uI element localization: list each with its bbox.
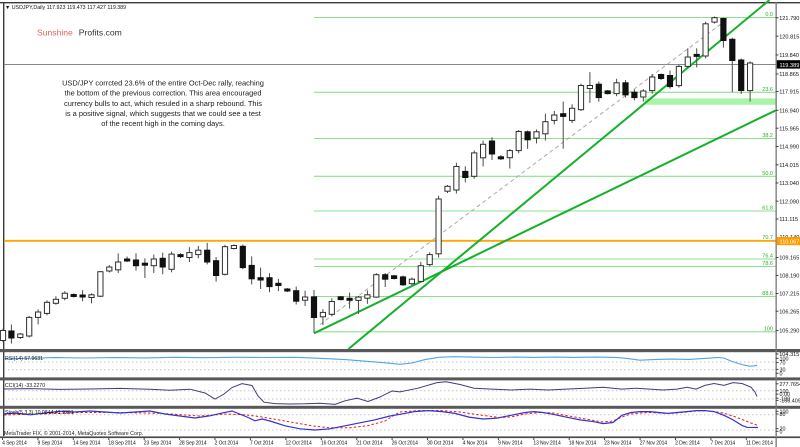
svg-text:-166.4098: -166.4098 (780, 399, 800, 405)
svg-text:9 Nov 2014: 9 Nov 2014 (498, 441, 523, 447)
svg-text:16 Oct 2014: 16 Oct 2014 (321, 441, 347, 447)
svg-text:23.6: 23.6 (762, 87, 773, 93)
svg-text:4 Nov 2014: 4 Nov 2014 (463, 441, 488, 447)
svg-text:106.265: 106.265 (779, 309, 799, 315)
svg-text:13 Nov 2014: 13 Nov 2014 (533, 441, 561, 447)
svg-text:100: 100 (764, 326, 773, 332)
svg-text:RSI(14) 57.9631: RSI(14) 57.9631 (5, 356, 43, 362)
svg-text:38.2: 38.2 (762, 133, 773, 139)
svg-text:CCI(14) -33.2270: CCI(14) -33.2270 (5, 383, 45, 389)
svg-text:117.915: 117.915 (779, 90, 799, 96)
svg-text:27 Nov 2014: 27 Nov 2014 (640, 441, 668, 447)
svg-text:113.040: 113.040 (779, 181, 799, 187)
svg-text:78.6: 78.6 (762, 261, 773, 267)
svg-text:2 Dec 2014: 2 Dec 2014 (675, 441, 700, 447)
svg-text:119.389: 119.389 (780, 63, 800, 69)
svg-text:0.00: 0.00 (780, 392, 791, 398)
svg-text:14 Sep 2014: 14 Sep 2014 (73, 441, 101, 447)
svg-text:MetaTrader FIX, © 2001-2014, M: MetaTrader FIX, © 2001-2014, MetaQuotes … (4, 430, 143, 437)
svg-text:Sunshine: Sunshine (37, 28, 73, 38)
svg-text:0: 0 (780, 371, 783, 377)
svg-text:USD/JPY corrcted 23.6% of the: USD/JPY corrcted 23.6% of the entire Oct… (62, 78, 264, 87)
svg-text:61.8: 61.8 (762, 206, 773, 212)
svg-text:112.090: 112.090 (779, 199, 799, 205)
svg-text:4 Sep 2014: 4 Sep 2014 (2, 441, 27, 447)
svg-text:is a positive signal, which su: is a positive signal, which suggests tha… (65, 109, 261, 118)
svg-text:2 Oct 2014: 2 Oct 2014 (215, 441, 239, 447)
svg-text:7 Dec 2014: 7 Dec 2014 (711, 441, 736, 447)
svg-text:-100: -100 (780, 396, 791, 402)
svg-text:the bottom of the previous cor: the bottom of the previous correction. T… (64, 89, 261, 98)
svg-text:120.815: 120.815 (779, 34, 799, 40)
svg-text:7 Oct 2014: 7 Oct 2014 (250, 441, 274, 447)
svg-text:76.4: 76.4 (762, 254, 773, 260)
svg-text:0: 0 (780, 429, 783, 435)
svg-text:70: 70 (780, 361, 786, 367)
svg-text:70.7: 70.7 (762, 235, 773, 241)
svg-text:30: 30 (780, 368, 786, 374)
svg-text:277.7654: 277.7654 (780, 382, 800, 388)
svg-text:80: 80 (780, 412, 786, 418)
svg-text:currency bulls to act, which r: currency bulls to act, which resuled in … (64, 99, 262, 108)
svg-text:104.315: 104.315 (779, 352, 799, 358)
svg-text:▼ USDJPY,Daily 117.923 119.47: ▼ USDJPY,Daily 117.923 119.473 117.427 1… (5, 5, 126, 11)
svg-text:28 Sep 2014: 28 Sep 2014 (179, 441, 207, 447)
svg-text:100: 100 (780, 389, 789, 395)
svg-text:50.0: 50.0 (762, 171, 773, 177)
svg-text:100: 100 (780, 409, 789, 415)
svg-text:108.190: 108.190 (779, 274, 799, 280)
svg-text:88.6: 88.6 (762, 291, 773, 297)
svg-text:107.215: 107.215 (779, 292, 799, 298)
svg-text:121.790: 121.790 (779, 16, 799, 22)
svg-text:116.940: 116.940 (779, 108, 799, 114)
svg-text:114.990: 114.990 (779, 145, 799, 151)
svg-text:Stoch(5,3,3) 10.0844 41.9291: Stoch(5,3,3) 10.0844 41.9291 (5, 410, 74, 416)
svg-text:100: 100 (780, 356, 789, 362)
svg-text:21 Oct 2014: 21 Oct 2014 (356, 441, 382, 447)
svg-text:26 Oct 2014: 26 Oct 2014 (392, 441, 418, 447)
svg-text:0.0: 0.0 (765, 12, 773, 18)
svg-text:110.067: 110.067 (780, 240, 800, 246)
svg-text:118.865: 118.865 (779, 72, 799, 78)
svg-text:12 Oct 2014: 12 Oct 2014 (286, 441, 312, 447)
svg-text:18 Sep 2014: 18 Sep 2014 (108, 441, 136, 447)
svg-text:109.165: 109.165 (779, 256, 799, 262)
svg-text:23 Nov 2014: 23 Nov 2014 (604, 441, 632, 447)
svg-text:111.115: 111.115 (779, 217, 798, 223)
svg-text:9 Sep 2014: 9 Sep 2014 (38, 441, 63, 447)
svg-text:11 Dec 2014: 11 Dec 2014 (746, 441, 773, 447)
svg-text:114.015: 114.015 (779, 163, 799, 169)
svg-text:Profits.com: Profits.com (79, 28, 122, 38)
svg-text:119.840: 119.840 (779, 53, 799, 59)
svg-text:18 Nov 2014: 18 Nov 2014 (569, 441, 597, 447)
svg-text:23 Sep 2014: 23 Sep 2014 (144, 441, 172, 447)
svg-text:of the recent high in the comi: of the recent high in the coming days. (101, 119, 225, 128)
svg-text:105.290: 105.290 (779, 329, 799, 335)
svg-text:30 Oct 2014: 30 Oct 2014 (427, 441, 453, 447)
svg-text:20: 20 (780, 427, 786, 433)
svg-text:115.965: 115.965 (779, 126, 799, 132)
